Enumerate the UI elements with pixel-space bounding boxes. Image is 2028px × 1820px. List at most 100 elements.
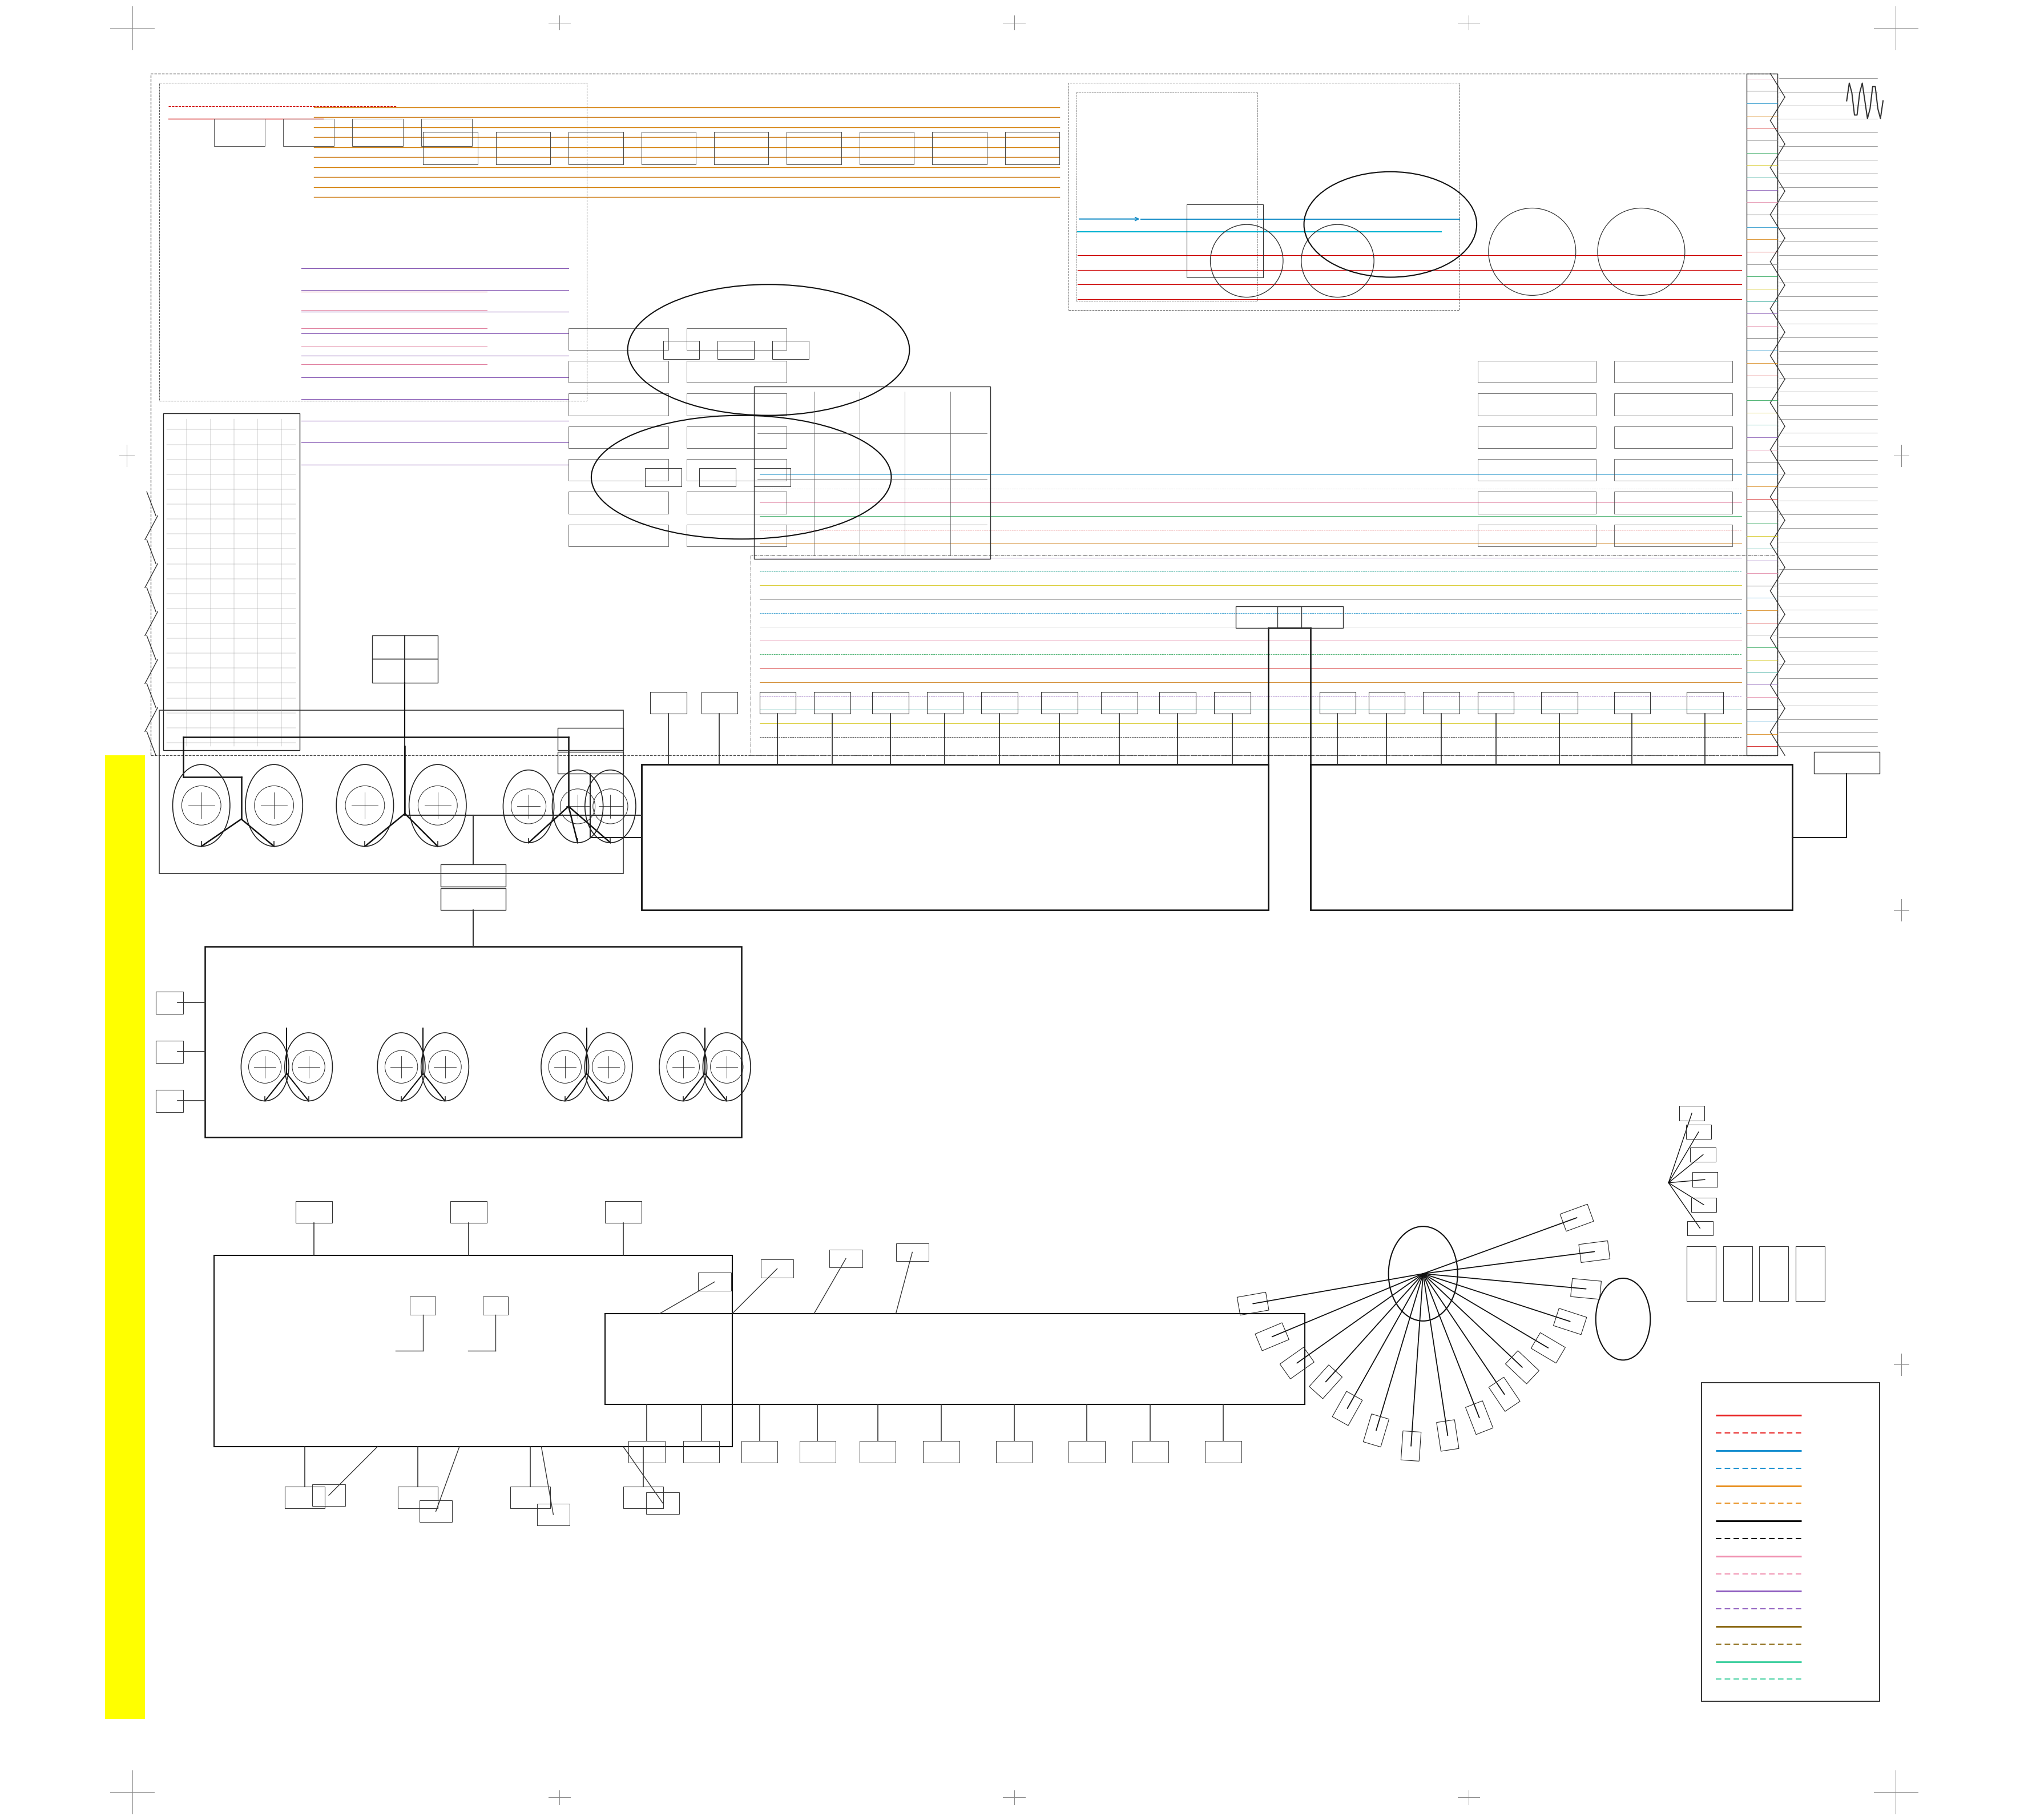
Bar: [1478, 524, 1596, 546]
Bar: [397, 1487, 438, 1509]
Bar: [215, 1256, 732, 1447]
Bar: [160, 82, 586, 400]
Bar: [1813, 752, 1880, 774]
Bar: [623, 1487, 663, 1509]
Bar: [1691, 1147, 1716, 1161]
Bar: [687, 524, 787, 546]
Bar: [440, 864, 505, 886]
Bar: [1069, 1441, 1105, 1463]
Bar: [1724, 1247, 1752, 1301]
Bar: [687, 491, 787, 513]
Bar: [1478, 360, 1596, 382]
Bar: [284, 118, 335, 146]
Bar: [1255, 1323, 1290, 1350]
Bar: [450, 1201, 487, 1223]
Bar: [156, 992, 183, 1014]
Bar: [1687, 1221, 1714, 1236]
Bar: [604, 1201, 641, 1223]
Bar: [1401, 1431, 1422, 1461]
Bar: [754, 468, 791, 486]
Bar: [1685, 1125, 1712, 1139]
Bar: [1215, 692, 1251, 713]
Bar: [1489, 1378, 1521, 1412]
Bar: [1436, 1420, 1458, 1451]
Bar: [750, 555, 1779, 755]
Bar: [1614, 692, 1651, 713]
Bar: [1746, 73, 1779, 755]
Bar: [742, 1441, 777, 1463]
Bar: [787, 131, 842, 164]
Bar: [1691, 1198, 1716, 1212]
Bar: [1235, 606, 1302, 628]
Bar: [440, 888, 505, 910]
Bar: [872, 692, 909, 713]
Bar: [1310, 764, 1793, 910]
Bar: [933, 131, 988, 164]
Bar: [156, 1090, 183, 1112]
Bar: [1687, 1247, 1716, 1301]
Bar: [1006, 131, 1059, 164]
Bar: [568, 360, 669, 382]
Bar: [1310, 1365, 1343, 1400]
Bar: [860, 131, 915, 164]
Bar: [156, 1041, 183, 1063]
Bar: [1332, 1390, 1363, 1425]
Bar: [1760, 1247, 1789, 1301]
Bar: [1478, 692, 1515, 713]
Bar: [150, 73, 1779, 755]
Bar: [629, 1441, 665, 1463]
Bar: [1132, 1441, 1168, 1463]
Bar: [105, 755, 144, 1720]
Bar: [420, 1500, 452, 1522]
Bar: [162, 413, 300, 750]
Bar: [799, 1441, 836, 1463]
Bar: [1687, 692, 1724, 713]
Bar: [1205, 1441, 1241, 1463]
Bar: [568, 328, 669, 349]
Bar: [424, 131, 479, 164]
Bar: [410, 1296, 436, 1314]
Bar: [687, 360, 787, 382]
Bar: [1075, 91, 1257, 300]
Bar: [1614, 459, 1732, 480]
Bar: [373, 635, 438, 659]
Bar: [813, 692, 850, 713]
Bar: [683, 1441, 720, 1463]
Bar: [760, 1259, 793, 1278]
Bar: [422, 118, 473, 146]
Bar: [718, 340, 754, 359]
Bar: [927, 692, 963, 713]
Bar: [537, 1503, 570, 1525]
Bar: [687, 393, 787, 415]
Bar: [896, 1243, 929, 1261]
Bar: [1531, 1332, 1566, 1363]
Bar: [700, 468, 736, 486]
Bar: [205, 946, 742, 1138]
Bar: [982, 692, 1018, 713]
Bar: [1701, 1383, 1880, 1702]
Bar: [1478, 491, 1596, 513]
Bar: [1237, 1292, 1270, 1316]
Bar: [568, 426, 669, 448]
Bar: [1040, 692, 1077, 713]
Bar: [1560, 1205, 1594, 1230]
Bar: [1278, 606, 1343, 628]
Bar: [1369, 692, 1405, 713]
Bar: [829, 1250, 862, 1269]
Bar: [568, 131, 623, 164]
Bar: [641, 764, 1270, 910]
Bar: [687, 459, 787, 480]
Bar: [1466, 1401, 1493, 1434]
Bar: [1478, 393, 1596, 415]
Bar: [568, 524, 669, 546]
Bar: [996, 1441, 1032, 1463]
Bar: [754, 386, 990, 559]
Bar: [647, 1492, 679, 1514]
Bar: [1614, 426, 1732, 448]
Bar: [1101, 692, 1138, 713]
Bar: [1505, 1350, 1539, 1383]
Bar: [641, 131, 696, 164]
Bar: [1160, 692, 1197, 713]
Bar: [568, 491, 669, 513]
Bar: [758, 692, 795, 713]
